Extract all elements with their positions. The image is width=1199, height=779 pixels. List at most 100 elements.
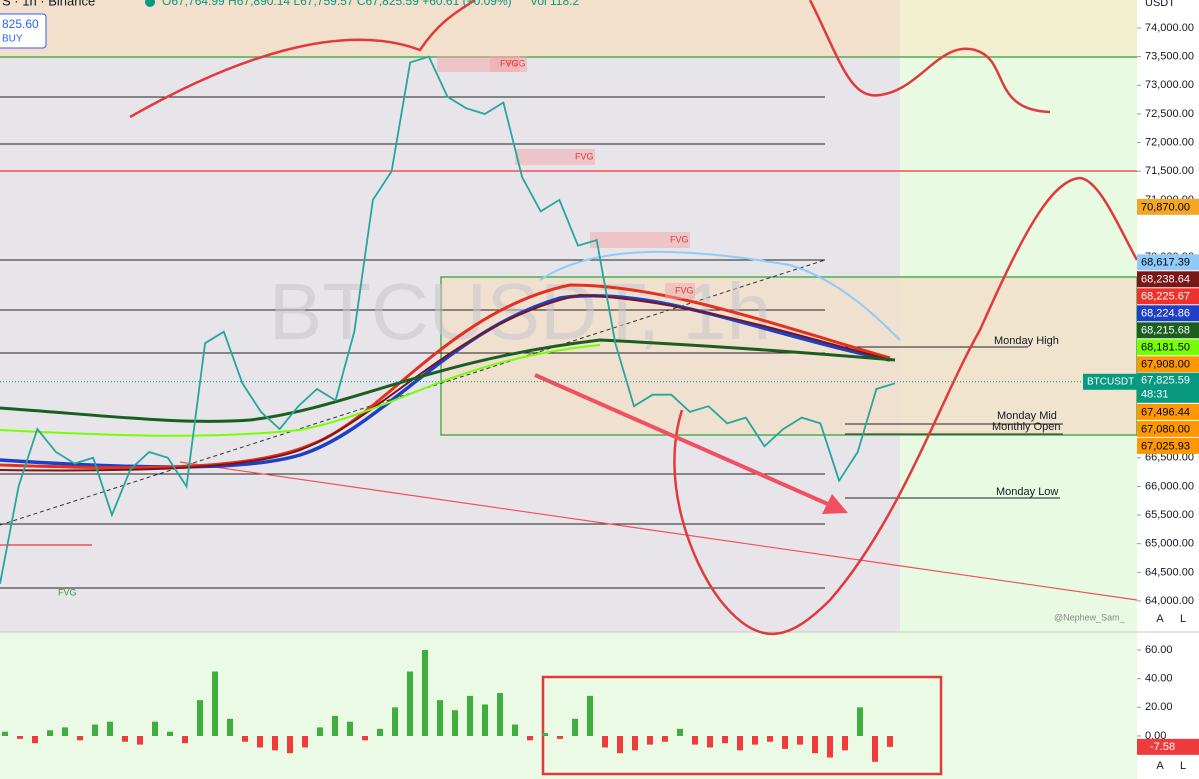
axis-button[interactable]: L	[1180, 760, 1186, 772]
price-tag	[1137, 420, 1199, 437]
price-tag	[1137, 322, 1199, 339]
histogram-bar	[197, 700, 203, 736]
fvg-label: FVG	[670, 234, 689, 244]
symbol-tag-label: BTCUSDT	[1087, 376, 1134, 387]
price-tag-label: 68,238.64	[1141, 274, 1190, 286]
level-label: Monday Mid	[997, 410, 1057, 422]
histogram-bar	[347, 721, 353, 736]
fvg-zone	[490, 56, 520, 72]
buy-label[interactable]: BUY	[2, 34, 23, 45]
histogram-bar	[407, 671, 413, 736]
histogram-bar	[692, 736, 698, 745]
histogram-bar	[32, 736, 38, 744]
fvg-label: FVG	[58, 587, 77, 597]
y-tick-label: 73,500.00	[1145, 51, 1194, 63]
histogram-bar	[362, 736, 368, 741]
y-tick-label: 71,500.00	[1145, 165, 1194, 177]
ma-line	[0, 293, 891, 472]
histogram-bar	[647, 736, 653, 745]
symbol-info: S · 1h · Binance	[2, 0, 95, 8]
axis-button[interactable]: L	[1180, 613, 1186, 625]
price-tag-label: 68,224.86	[1141, 308, 1190, 320]
trend-line	[0, 259, 826, 526]
highlight-box	[541, 675, 943, 776]
y-tick-label: 66,000.00	[1145, 480, 1194, 492]
price-tag-label: 67,496.44	[1141, 406, 1190, 418]
axis-button[interactable]: A	[1156, 760, 1164, 772]
price-tag	[1137, 305, 1199, 322]
histogram-bar	[887, 736, 893, 747]
symbol-tag	[1083, 373, 1137, 390]
histogram-bar	[257, 736, 263, 748]
histogram-bar	[77, 736, 83, 741]
y-tick-label: 40.00	[1145, 673, 1173, 685]
price-tag-label: 68,215.68	[1141, 325, 1190, 337]
histogram-bar	[62, 727, 68, 736]
ma-line	[0, 283, 891, 470]
histogram-bar	[497, 693, 503, 736]
y-tick-label: 65,500.00	[1145, 509, 1194, 521]
buy-button[interactable]	[0, 13, 47, 49]
histogram-bar	[722, 736, 728, 744]
histogram-bar	[572, 718, 578, 736]
y-tick-label: 60.00	[1145, 644, 1173, 656]
level-label: Monthly Open	[992, 421, 1060, 433]
histogram-bar	[527, 736, 533, 741]
annotation-curve	[129, 0, 476, 119]
price-tag-label: 70,870.00	[1141, 201, 1190, 213]
price-tag	[1137, 254, 1199, 271]
histogram-bar	[437, 700, 443, 736]
fvg-label: FVG	[500, 58, 519, 68]
fvg-zone	[590, 232, 690, 248]
countdown: 48:31	[1141, 389, 1169, 401]
axis-button[interactable]: A	[1156, 613, 1164, 625]
y-tick-label: 72,000.00	[1145, 137, 1194, 149]
last-value-tag	[1137, 738, 1199, 755]
zone-top-right	[900, 0, 1137, 57]
histogram-bar	[542, 733, 548, 736]
histogram-bar	[557, 736, 563, 739]
y-tick-label: 64,500.00	[1145, 566, 1194, 578]
histogram-bar	[842, 736, 848, 751]
histogram-bar	[137, 736, 143, 745]
zone-top	[0, 0, 900, 57]
last-value-label: -7.58	[1150, 741, 1175, 753]
price-tag-label: 68,617.39	[1141, 257, 1190, 269]
histogram-bar	[2, 731, 8, 736]
histogram-bar	[797, 736, 803, 745]
price-tag	[1137, 288, 1199, 305]
histogram-bar	[767, 736, 773, 742]
indicator-bg	[0, 632, 1137, 779]
histogram-bar	[482, 704, 488, 736]
histogram-bar	[182, 736, 188, 744]
y-tick-label: 74,000.00	[1145, 22, 1194, 34]
y-tick-label: 65,000.00	[1145, 538, 1194, 550]
histogram-bar	[242, 736, 248, 742]
y-tick-label: 20.00	[1145, 701, 1173, 713]
last-price-label: 67,825.59	[1141, 375, 1190, 387]
histogram-bar	[332, 715, 338, 736]
price-tag-label: 67,908.00	[1141, 359, 1190, 371]
annotation-arrow	[534, 373, 831, 507]
buy-price[interactable]: 825.60	[2, 17, 39, 31]
histogram-bar	[857, 707, 863, 736]
last-price-tag	[1137, 372, 1199, 403]
y-tick-label: 73,000.00	[1145, 79, 1194, 91]
histogram-bar	[662, 736, 668, 742]
histogram-bar	[377, 728, 383, 736]
annotation-arrow-head	[822, 494, 848, 514]
histogram-bar	[512, 724, 518, 736]
histogram-bar	[227, 718, 233, 736]
histogram-bar	[632, 736, 638, 751]
histogram-bar	[677, 728, 683, 736]
histogram-bar	[872, 736, 878, 762]
histogram-bar	[452, 710, 458, 736]
status-dot	[145, 0, 155, 7]
fvg-label: FVG	[575, 151, 594, 161]
histogram-bar	[272, 736, 278, 751]
price-tag	[1137, 271, 1199, 288]
volume: Vol 118.2	[530, 0, 579, 8]
price-tag-label: 67,080.00	[1141, 423, 1190, 435]
